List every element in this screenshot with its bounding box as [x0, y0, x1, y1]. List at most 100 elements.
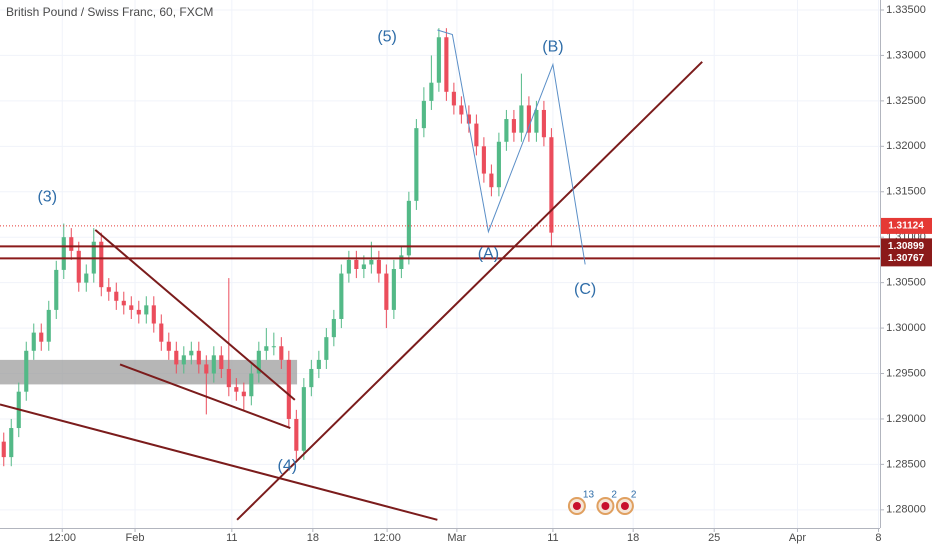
candle-body [151, 305, 156, 324]
x-tick-label: 8 [875, 532, 881, 544]
candle-body [114, 291, 119, 301]
candle-body [466, 114, 471, 124]
price-label-box [881, 217, 932, 234]
event-flag [601, 502, 610, 510]
y-tick-label: 1.29500 [886, 367, 926, 379]
candle-body [286, 359, 291, 419]
candle-body [99, 241, 104, 288]
candle-body [106, 287, 111, 292]
y-tick-label: 1.28000 [886, 504, 926, 516]
candle-body [271, 346, 276, 348]
price-label-box [881, 250, 932, 267]
candle-body [406, 200, 411, 256]
candle-body [421, 100, 426, 129]
candle-body [519, 105, 524, 133]
candle-body [489, 173, 494, 188]
candle-body [309, 368, 314, 388]
candle-body [136, 309, 141, 315]
plot-area: (3) (5) (4) (A) (B) (C) 13 2 2 [0, 0, 880, 528]
candle-body [219, 355, 224, 369]
wave-label: (4) [278, 457, 298, 474]
candle-body [541, 109, 546, 138]
candle-body [76, 250, 81, 283]
candle-body [301, 387, 306, 451]
candle-body [444, 37, 449, 92]
candle-body [534, 109, 539, 133]
price-label: 1.31124 [888, 221, 924, 232]
candle-body [549, 137, 554, 233]
candle-body [226, 368, 231, 388]
trendline [94, 229, 296, 401]
candle-body [249, 373, 254, 397]
y-tick-label: 1.29000 [886, 413, 926, 425]
candle-body [511, 119, 516, 133]
candle-body [144, 305, 149, 315]
x-tick-label: 18 [307, 532, 319, 544]
candle-body [279, 346, 284, 360]
candle-body [429, 82, 434, 101]
candle-body [31, 332, 36, 351]
candle-body [174, 350, 179, 365]
candle-body [204, 364, 209, 374]
x-tick-label: Apr [789, 532, 806, 544]
x-tick-label: Feb [126, 532, 145, 544]
wave-label: (5) [377, 28, 397, 45]
event-count: 13 [583, 490, 595, 501]
x-tick-label: 18 [627, 532, 639, 544]
candle-body [481, 146, 486, 174]
candle-body [361, 264, 366, 269]
candle-body [459, 105, 464, 115]
price-label: 1.30899 [888, 241, 925, 252]
candle-body [241, 391, 246, 397]
x-tick-label: 11 [547, 532, 558, 544]
candle-body [526, 105, 531, 133]
candle-body [46, 309, 51, 342]
candle-body [234, 387, 239, 392]
candle-body [39, 332, 44, 342]
trendline [236, 61, 703, 521]
candle-body [339, 273, 344, 319]
candle-body [384, 273, 389, 310]
candle-body [54, 269, 59, 310]
candle-body [391, 268, 396, 310]
y-tick-label: 1.33500 [886, 4, 926, 16]
support-zone [0, 359, 298, 385]
wave-label: (C) [574, 281, 596, 298]
y-tick-label: 1.28500 [886, 458, 926, 470]
candle-body [129, 305, 134, 310]
candle-body [474, 123, 479, 147]
candle-body [369, 259, 374, 265]
x-tick-label: 11 [226, 532, 237, 544]
candle-body [9, 428, 14, 458]
x-tick-label: Mar [447, 532, 466, 544]
candle-body [24, 350, 29, 392]
candle-body [451, 91, 456, 106]
event-count: 2 [631, 490, 637, 501]
candle-body [346, 259, 351, 274]
y-tick-label: 1.33000 [886, 49, 926, 61]
chart-title: British Pound / Swiss Franc, 60, FXCM [6, 5, 213, 19]
candle-body [121, 300, 126, 306]
wave-label: (3) [37, 188, 57, 205]
wave-label: (A) [478, 246, 499, 263]
price-label: 1.30767 [888, 253, 925, 264]
event-flag [620, 502, 629, 510]
trendline [437, 29, 586, 265]
candle-body [196, 350, 201, 365]
candle-body [256, 350, 261, 374]
candle-body [331, 318, 336, 338]
candle-body [324, 337, 329, 360]
y-tick-label: 1.31500 [886, 186, 926, 198]
candle-body [61, 237, 66, 270]
candle-body [189, 350, 194, 356]
x-tick-label: 25 [708, 532, 720, 544]
y-tick-label: 1.32000 [886, 140, 926, 152]
candle-body [211, 355, 216, 374]
candle-body [504, 119, 509, 142]
candle-body [294, 418, 299, 451]
candle-body [354, 259, 359, 269]
candle-body [159, 323, 164, 342]
y-tick-label: 1.30500 [886, 277, 926, 289]
